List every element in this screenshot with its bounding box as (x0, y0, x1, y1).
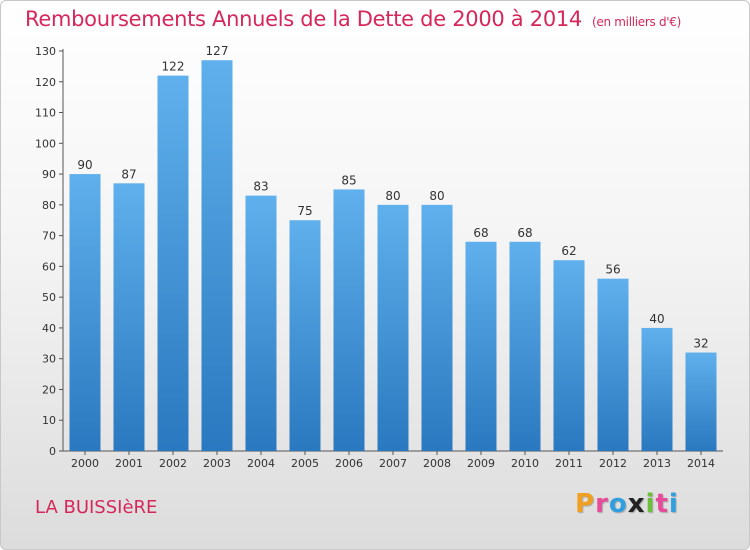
chart-labels: 90 87 122 127 83 75 85 80 80 68 68 62 56 40 32 (77, 44, 708, 350)
x-tick-label: 2010 (511, 457, 539, 470)
y-tick-label: 10 (42, 414, 56, 427)
bar[interactable] (597, 278, 629, 451)
y-tick-label: 20 (42, 383, 56, 396)
bar-value-label: 90 (77, 158, 92, 172)
bar-value-label: 122 (162, 60, 185, 74)
x-tick-label: 2004 (247, 457, 275, 470)
x-tick-label: 2008 (423, 457, 451, 470)
bar-value-label: 80 (429, 189, 444, 203)
y-tick-label: 120 (35, 76, 56, 89)
x-tick-label: 2001 (115, 457, 143, 470)
bar-value-label: 68 (517, 226, 532, 240)
y-tick-label: 110 (35, 107, 56, 120)
bar[interactable] (509, 241, 541, 451)
proxiti-logo[interactable]: Proxiti (575, 489, 679, 519)
bar-value-label: 62 (561, 244, 576, 258)
x-tick-label: 2013 (643, 457, 671, 470)
bar[interactable] (685, 352, 717, 451)
bar-value-label: 80 (385, 189, 400, 203)
bar[interactable] (421, 204, 453, 451)
y-tick-label: 50 (42, 291, 56, 304)
bar-value-label: 87 (121, 167, 136, 181)
chart-subtitle: (en milliers d'€) (592, 15, 682, 29)
bar-value-label: 83 (253, 180, 268, 194)
place-name: LA BUISSIèRE (35, 497, 158, 518)
x-tick-label: 2009 (467, 457, 495, 470)
bar-value-label: 56 (605, 263, 620, 277)
x-tick-label: 2011 (555, 457, 583, 470)
bar-value-label: 85 (341, 173, 356, 187)
bar-value-label: 32 (693, 337, 708, 351)
logo-letter: o (608, 489, 628, 519)
bar[interactable] (157, 75, 189, 451)
logo-letter: x (627, 489, 646, 519)
y-tick-label: 60 (42, 260, 56, 273)
bar[interactable] (113, 183, 145, 452)
y-tick-label: 70 (42, 230, 56, 243)
title-text: Remboursements Annuels de la Dette de 20… (25, 7, 582, 31)
x-tick-label: 2002 (159, 457, 187, 470)
bar[interactable] (333, 189, 365, 451)
bar[interactable] (201, 60, 233, 451)
bar[interactable] (377, 204, 409, 451)
bar-value-label: 40 (649, 312, 664, 326)
y-tick-label: 0 (49, 445, 56, 458)
bar[interactable] (69, 174, 101, 452)
bar[interactable] (553, 260, 585, 451)
logo-letter: i (668, 489, 679, 519)
chart-bars (69, 60, 717, 452)
x-tick-label: 2007 (379, 457, 407, 470)
bar[interactable] (245, 195, 277, 451)
bar-value-label: 68 (473, 226, 488, 240)
bar[interactable] (465, 241, 497, 451)
y-tick-label: 90 (42, 168, 56, 181)
y-tick-label: 130 (35, 45, 56, 58)
y-tick-label: 40 (42, 322, 56, 335)
x-tick-label: 2006 (335, 457, 363, 470)
logo-letter: t (655, 489, 669, 519)
logo-letter: r (595, 489, 609, 519)
chart-title: Remboursements Annuels de la Dette de 20… (25, 7, 681, 31)
x-tick-label: 2012 (599, 457, 627, 470)
x-tick-label: 2000 (71, 457, 99, 470)
x-tick-label: 2005 (291, 457, 319, 470)
y-tick-label: 80 (42, 199, 56, 212)
logo-letter: i (645, 489, 656, 519)
bar-value-label: 75 (297, 204, 312, 218)
y-tick-label: 100 (35, 137, 56, 150)
chart-axes: 0 10 20 30 40 50 60 70 80 90 100 110 120 130 2000 2001 2… (35, 45, 723, 470)
x-tick-label: 2003 (203, 457, 231, 470)
x-tick-label: 2014 (687, 457, 715, 470)
bar-value-label: 127 (206, 44, 229, 58)
bar[interactable] (289, 220, 321, 451)
y-tick-label: 30 (42, 353, 56, 366)
bar[interactable] (641, 327, 673, 451)
logo-letter: P (575, 489, 596, 519)
